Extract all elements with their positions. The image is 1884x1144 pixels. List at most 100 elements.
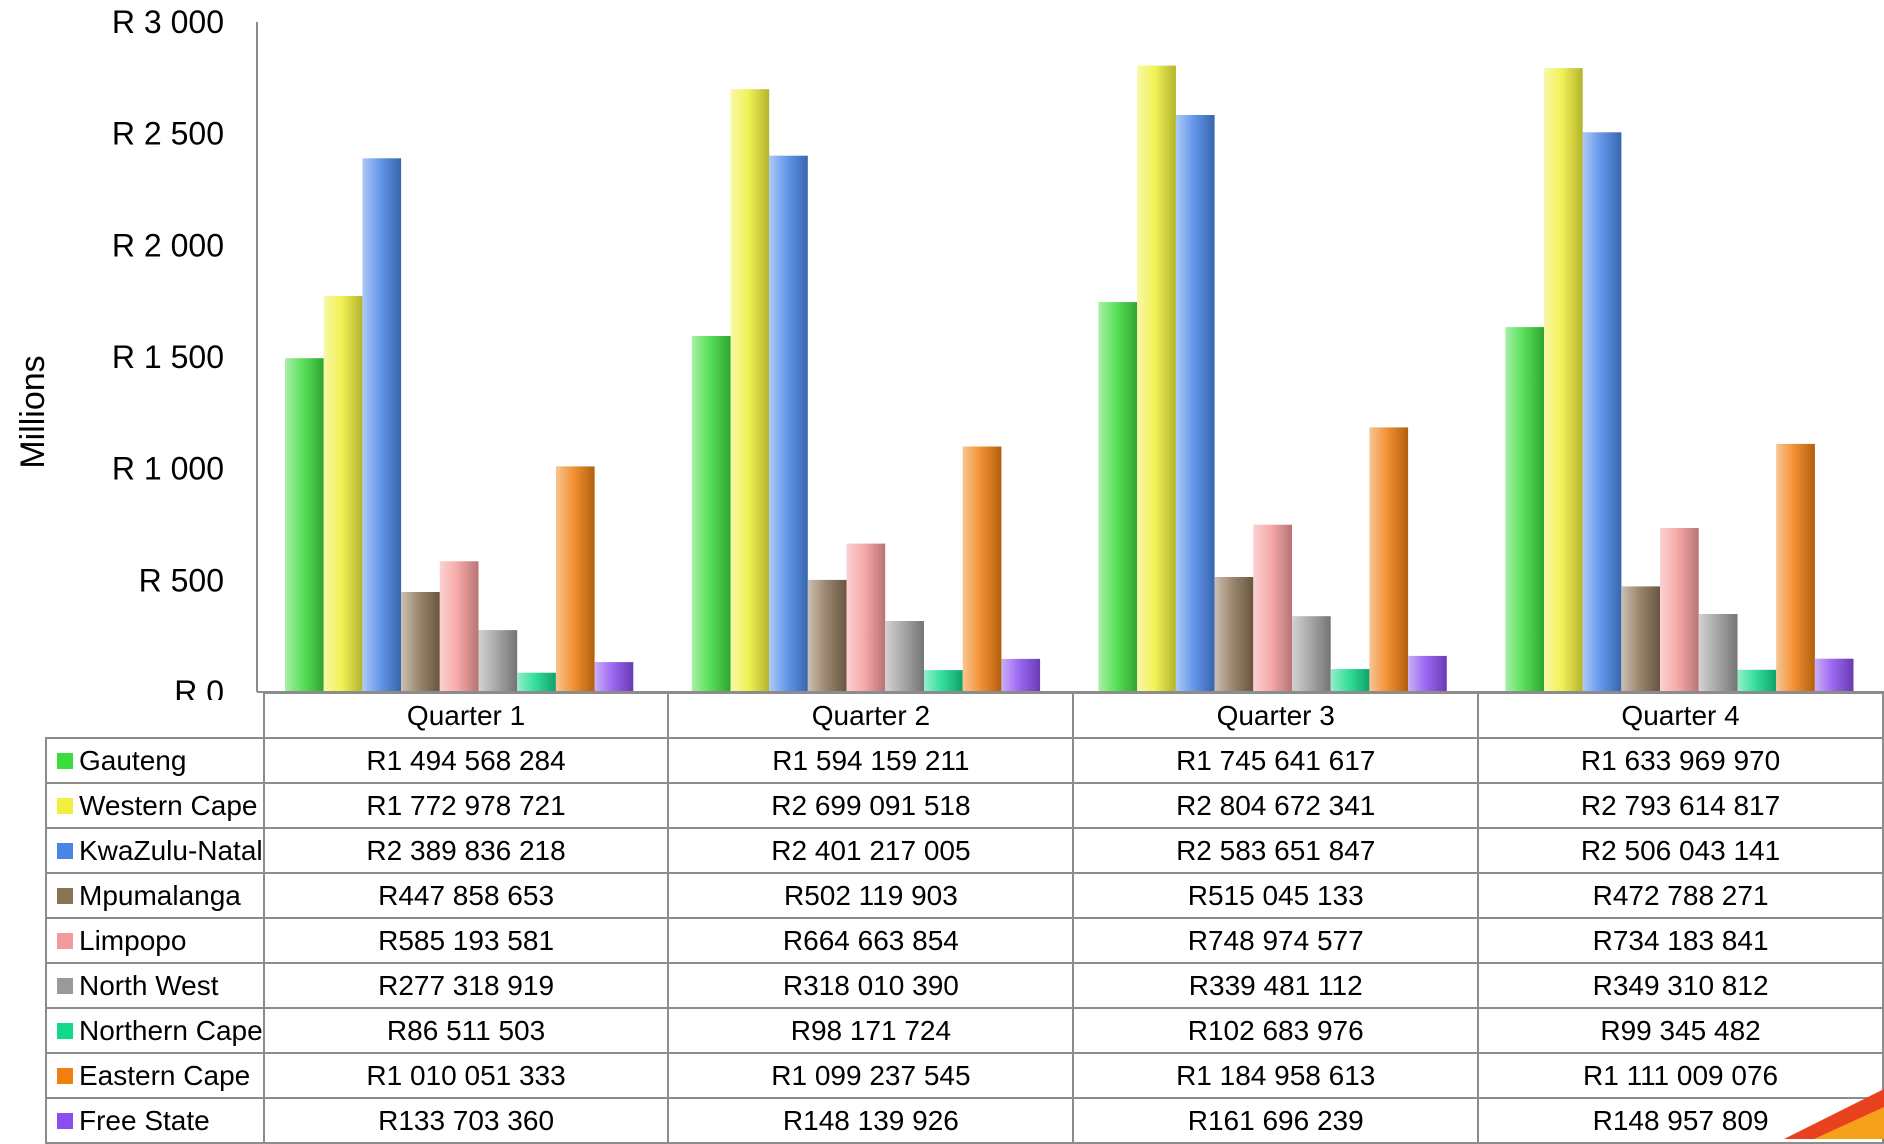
bar-free-state-q4 bbox=[1814, 658, 1854, 692]
bar-mpumalanga-q3 bbox=[1214, 577, 1254, 692]
bar-western-cape-q4 bbox=[1544, 68, 1583, 693]
y-tick-label: R 1 500 bbox=[112, 339, 224, 375]
data-label: R1 594 159 211 bbox=[667, 737, 1075, 784]
bar-gauteng-q1 bbox=[285, 358, 324, 692]
bar-limpopo-q2 bbox=[846, 543, 886, 692]
bar-eastern-cape-q1 bbox=[555, 466, 595, 692]
bar-northern-cape-q1 bbox=[517, 672, 556, 692]
series-name: Gauteng bbox=[79, 744, 187, 776]
legend-entry: Western Cape bbox=[45, 782, 265, 829]
category-label: Quarter 2 bbox=[667, 692, 1075, 739]
data-label: R502 119 903 bbox=[667, 872, 1075, 919]
data-label: R277 318 919 bbox=[262, 962, 670, 1009]
data-label: R447 858 653 bbox=[262, 872, 670, 919]
bar-eastern-cape-q2 bbox=[962, 446, 1002, 692]
bar-limpopo-q4 bbox=[1660, 528, 1699, 692]
data-label: R1 494 568 284 bbox=[262, 737, 670, 784]
y-axis-label: Millions bbox=[14, 355, 52, 468]
data-label: R1 633 969 970 bbox=[1477, 737, 1884, 784]
bar-group bbox=[285, 65, 1854, 693]
bar-free-state-q1 bbox=[594, 662, 634, 692]
table-row: Free State R133 703 360 R148 139 926 R161 6… bbox=[45, 1097, 1884, 1144]
category-label: Quarter 3 bbox=[1072, 692, 1480, 739]
legend-swatch bbox=[57, 887, 73, 904]
data-label: R734 183 841 bbox=[1477, 917, 1884, 964]
bar-mpumalanga-q4 bbox=[1621, 586, 1660, 692]
data-label: R102 683 976 bbox=[1072, 1007, 1480, 1054]
data-label: R472 788 271 bbox=[1477, 872, 1884, 919]
bar-mpumalanga-q2 bbox=[807, 579, 847, 692]
series-name: Northern Cape bbox=[79, 1014, 263, 1046]
bar-western-cape-q3 bbox=[1137, 65, 1176, 693]
legend-entry: Limpopo bbox=[45, 917, 265, 964]
bar-mpumalanga-q1 bbox=[401, 592, 440, 692]
data-label: R1 010 051 333 bbox=[262, 1052, 670, 1099]
data-label: R1 772 978 721 bbox=[262, 782, 670, 829]
bar-kwazulu-natal-q3 bbox=[1175, 115, 1215, 692]
data-label: R99 345 482 bbox=[1477, 1007, 1884, 1054]
bar-kwazulu-natal-q1 bbox=[362, 158, 402, 693]
bar-northern-cape-q2 bbox=[924, 670, 963, 692]
series-name: Limpopo bbox=[79, 924, 187, 956]
series-name: North West bbox=[79, 969, 219, 1001]
bar-western-cape-q2 bbox=[730, 89, 770, 692]
data-label: R148 139 926 bbox=[667, 1097, 1075, 1144]
bar-northern-cape-q3 bbox=[1330, 669, 1370, 692]
category-label: Quarter 4 bbox=[1477, 692, 1884, 739]
table-row: Northern Cape R86 511 503 R98 171 724 R102 … bbox=[45, 1007, 1884, 1054]
legend-swatch bbox=[57, 977, 73, 994]
data-label: R1 184 958 613 bbox=[1072, 1052, 1480, 1099]
table-row: KwaZulu-Natal R2 389 836 218 R2 401 217 00… bbox=[45, 827, 1884, 874]
corner-decoration bbox=[1784, 1089, 1884, 1139]
legend-entry: Eastern Cape bbox=[45, 1052, 265, 1099]
table-row: Gauteng R1 494 568 284 R1 594 159 211 R1 74… bbox=[45, 737, 1884, 784]
data-label: R664 663 854 bbox=[667, 917, 1075, 964]
data-label: R2 793 614 817 bbox=[1477, 782, 1884, 829]
data-label: R2 389 836 218 bbox=[262, 827, 670, 874]
data-label: R2 699 091 518 bbox=[667, 782, 1075, 829]
legend-swatch bbox=[57, 1022, 73, 1039]
bar-limpopo-q1 bbox=[439, 561, 479, 692]
legend-swatch bbox=[57, 932, 73, 949]
data-label: R133 703 360 bbox=[262, 1097, 670, 1144]
table-corner bbox=[46, 693, 265, 739]
data-table: Quarter 1 Quarter 2 Quarter 3 Quarter 4 Gau… bbox=[45, 692, 1884, 1144]
table-row: Limpopo R585 193 581 R664 663 854 R748 974 … bbox=[45, 917, 1884, 964]
series-name: Western Cape bbox=[79, 789, 258, 821]
legend-entry: North West bbox=[45, 962, 265, 1009]
legend-swatch bbox=[57, 752, 73, 769]
bar-gauteng-q2 bbox=[691, 336, 731, 692]
bar-kwazulu-natal-q2 bbox=[769, 155, 808, 692]
y-tick-label: R 500 bbox=[139, 562, 224, 598]
bar-northern-cape-q4 bbox=[1737, 669, 1777, 692]
table-row: Mpumalanga R447 858 653 R502 119 903 R515 0… bbox=[45, 872, 1884, 919]
legend-swatch bbox=[57, 1067, 73, 1084]
table-header-row: Quarter 1 Quarter 2 Quarter 3 Quarter 4 bbox=[46, 692, 1884, 739]
data-label: R318 010 390 bbox=[667, 962, 1075, 1009]
data-label: R515 045 133 bbox=[1072, 872, 1480, 919]
data-label: R1 745 641 617 bbox=[1072, 737, 1480, 784]
table-row: North West R277 318 919 R318 010 390 R339 4… bbox=[45, 962, 1884, 1009]
bar-free-state-q3 bbox=[1408, 655, 1447, 692]
series-name: Eastern Cape bbox=[79, 1059, 251, 1091]
bar-kwazulu-natal-q4 bbox=[1582, 132, 1622, 693]
bar-eastern-cape-q3 bbox=[1369, 427, 1409, 692]
bar-north-west-q4 bbox=[1698, 614, 1738, 692]
data-label: R86 511 503 bbox=[262, 1007, 670, 1054]
y-tick-label: R 2 500 bbox=[112, 116, 224, 152]
data-label: R1 099 237 545 bbox=[667, 1052, 1075, 1099]
bar-eastern-cape-q4 bbox=[1776, 443, 1815, 692]
data-label: R349 310 812 bbox=[1477, 962, 1884, 1009]
legend-swatch bbox=[57, 842, 73, 859]
legend-swatch bbox=[57, 1112, 73, 1129]
bar-gauteng-q3 bbox=[1098, 302, 1138, 692]
data-label: R585 193 581 bbox=[262, 917, 670, 964]
legend-entry: Gauteng bbox=[45, 737, 265, 784]
legend-entry: KwaZulu-Natal bbox=[45, 827, 265, 874]
legend-entry: Northern Cape bbox=[45, 1007, 265, 1054]
data-label: R1 111 009 076 bbox=[1477, 1052, 1884, 1099]
data-label: R98 171 724 bbox=[667, 1007, 1075, 1054]
legend-swatch bbox=[57, 797, 73, 814]
